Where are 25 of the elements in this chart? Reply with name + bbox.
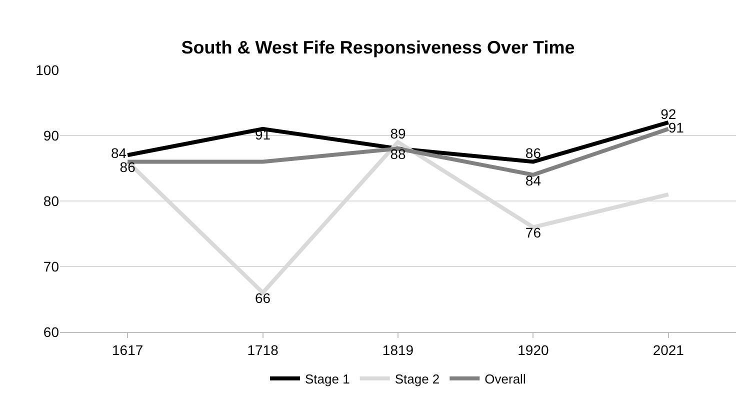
- x-tick-label: 1819: [382, 342, 414, 358]
- line-series: [126, 120, 670, 164]
- annotation: 84: [111, 145, 127, 161]
- data-label: 88: [390, 146, 406, 162]
- chart-title: South & West Fife Responsiveness Over Time: [181, 37, 575, 58]
- legend-label: Stage 2: [394, 371, 440, 386]
- data-label: 84: [525, 172, 542, 188]
- x-tick-label: 1920: [518, 342, 549, 358]
- y-tick-label: 60: [43, 324, 60, 340]
- data-label: 89: [390, 126, 406, 142]
- legend-label: Stage 1: [305, 371, 350, 386]
- y-tick-label: 100: [36, 62, 60, 78]
- x-tick-label: 1617: [112, 342, 144, 358]
- data-label: 86: [525, 145, 542, 162]
- y-tick-label: 70: [43, 258, 60, 274]
- data-label: 86: [120, 159, 136, 176]
- y-tick-label: 90: [43, 127, 60, 144]
- x-tick-label: 2021: [652, 342, 684, 358]
- data-label: 66: [255, 290, 271, 306]
- y-tick-label: 80: [43, 192, 60, 209]
- data-label: 92: [660, 106, 676, 122]
- legend-label: Overall: [484, 371, 526, 386]
- data-label: 91: [668, 119, 684, 136]
- x-tick-label: 1718: [247, 342, 279, 358]
- data-label: 76: [525, 224, 542, 241]
